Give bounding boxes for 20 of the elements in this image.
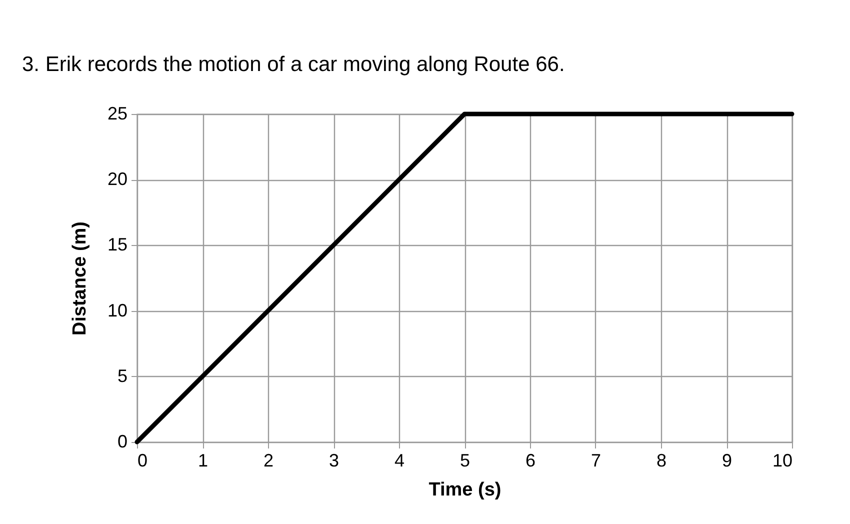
x-tick-label: 7 bbox=[590, 450, 602, 470]
x-tick-label: 10 bbox=[772, 450, 792, 470]
x-axis-title: Time (s) bbox=[428, 480, 502, 500]
x-tick-label: 8 bbox=[656, 450, 667, 470]
y-tick-label: 20 bbox=[107, 169, 128, 190]
y-tick-label: 25 bbox=[107, 104, 128, 124]
x-tick-label: 2 bbox=[263, 450, 274, 470]
x-tick-label: 4 bbox=[394, 450, 405, 470]
y-tick-label: 0 bbox=[117, 432, 128, 452]
x-tick-label: 5 bbox=[460, 450, 470, 470]
x-tick-label: 1 bbox=[198, 450, 208, 470]
y-axis-title: Distance (m) bbox=[69, 221, 90, 336]
x-tick-label: 9 bbox=[722, 450, 732, 470]
x-tick-label: 6 bbox=[525, 450, 536, 470]
y-tick-label: 10 bbox=[107, 300, 128, 320]
chart-title: 3. Erik records the motion of a car moving along Route 66. bbox=[22, 53, 565, 76]
x-tick-label: 0 bbox=[138, 450, 148, 470]
y-tick-label: 5 bbox=[117, 366, 128, 386]
y-tick-label: 15 bbox=[107, 234, 128, 255]
x-tick-label: 3 bbox=[328, 450, 340, 470]
